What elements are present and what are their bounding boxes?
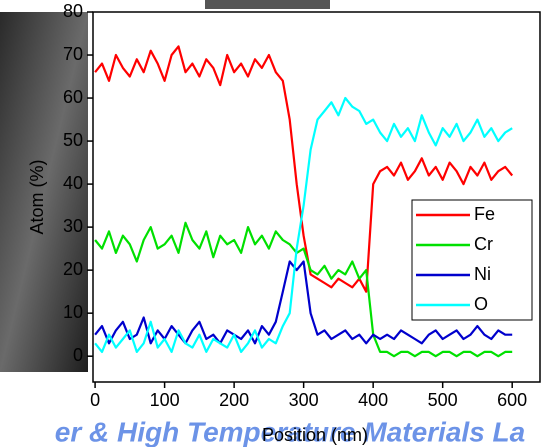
plot-frame	[92, 11, 541, 383]
y-tick-label: 80	[63, 1, 83, 21]
y-tick-label: 40	[63, 173, 83, 193]
legend-label: Fe	[474, 204, 495, 224]
x-tick-label: 300	[289, 390, 319, 410]
y-tick-label: 70	[63, 44, 83, 64]
x-tick-label: 500	[428, 390, 458, 410]
legend-box	[411, 199, 533, 321]
x-tick-label: 600	[497, 390, 527, 410]
x-axis-label: Position (nm)	[262, 425, 368, 445]
y-axis-label: Atom (%)	[27, 159, 47, 234]
x-tick-label: 100	[150, 390, 180, 410]
background-image	[0, 12, 88, 372]
x-tick-label: 200	[219, 390, 249, 410]
y-tick-label: 10	[63, 302, 83, 322]
y-tick-label: 0	[73, 345, 83, 365]
background-image	[205, 0, 330, 9]
y-tick-label: 20	[63, 259, 83, 279]
y-tick-label: 30	[63, 216, 83, 236]
legend-label: O	[474, 294, 488, 314]
y-tick-label: 60	[63, 87, 83, 107]
x-tick-label: 0	[90, 390, 100, 410]
legend-label: Ni	[474, 264, 491, 284]
legend-label: Cr	[474, 234, 493, 254]
y-tick-label: 50	[63, 130, 83, 150]
series-line	[94, 45, 514, 293]
series-line	[94, 221, 513, 358]
watermark: er & High Temperature Materials La	[55, 416, 525, 447]
x-tick-label: 400	[358, 390, 388, 410]
series-line	[94, 96, 513, 353]
